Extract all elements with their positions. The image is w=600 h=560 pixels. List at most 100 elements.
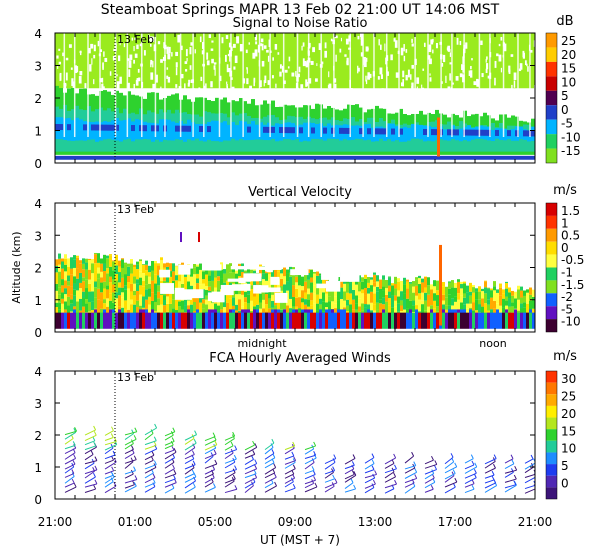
snr-noise-speck — [369, 73, 372, 78]
snr-blue — [143, 125, 147, 132]
snr-noise-speck — [505, 90, 509, 99]
plot-frame — [54, 370, 536, 500]
vv-cell — [355, 284, 358, 296]
vv-cell — [217, 276, 220, 281]
vv-cell — [88, 302, 91, 312]
vv-cell — [403, 309, 406, 315]
snr-noise-speck — [79, 50, 82, 54]
snr-ground-echo — [55, 155, 535, 160]
vv-low-cell — [403, 312, 406, 329]
vv-cell — [85, 262, 88, 270]
wind-barb — [64, 457, 76, 465]
vv-cell — [418, 293, 421, 300]
vv-low-cell — [505, 312, 508, 329]
colorbar-label: -0.5 — [561, 253, 584, 267]
wind-barb — [84, 445, 96, 451]
vv-cell — [139, 277, 142, 286]
vv-cell — [208, 275, 211, 282]
vv-cell — [346, 292, 349, 300]
vv-cell — [103, 288, 106, 300]
vv-cell — [418, 275, 421, 279]
snr-blue — [291, 127, 295, 134]
vv-cell — [145, 264, 148, 271]
vv-cell — [493, 281, 496, 287]
vv-cell — [316, 283, 319, 295]
snr-blue — [199, 125, 203, 132]
wind-barb — [244, 477, 257, 484]
wind-barb-flag — [530, 454, 534, 460]
snr-noise-speck — [56, 55, 59, 59]
vv-cell — [448, 282, 451, 289]
vv-cell — [142, 264, 145, 265]
snr-noise-speck — [232, 43, 236, 48]
snr-noise-speck — [377, 76, 380, 80]
wind-barb — [124, 478, 138, 484]
vv-cell — [70, 268, 73, 275]
snr-noise-speck — [272, 57, 274, 61]
wind-barb — [124, 459, 137, 464]
snr-noise-speck — [190, 42, 193, 46]
vv-cell — [421, 278, 424, 283]
snr-noise-speck — [485, 63, 489, 70]
vv-cell — [172, 271, 175, 281]
snr-noise-speck — [180, 45, 183, 51]
colorbar-label: 15 — [561, 424, 576, 438]
vv-gap — [243, 273, 262, 282]
vv-gap — [259, 285, 269, 293]
vv-cell — [61, 298, 64, 304]
vv-cell — [136, 306, 139, 317]
snr-noise-speck — [228, 42, 232, 48]
snr-data-gap — [463, 33, 465, 137]
vv-cell — [448, 288, 451, 295]
snr-cyan — [243, 121, 247, 141]
snr-noise-speck — [210, 48, 214, 51]
wind-barb — [364, 473, 377, 479]
snr-cyan — [95, 121, 99, 142]
vv-cell — [190, 304, 193, 317]
vv-low-cell — [268, 312, 271, 329]
snr-noise-speck — [198, 87, 201, 90]
snr-noise-speck — [380, 44, 382, 50]
vv-cell — [115, 280, 118, 293]
vv-cell — [433, 300, 436, 309]
wind-barb-flag — [251, 455, 254, 460]
vv-cell — [268, 308, 271, 314]
vv-cell — [112, 261, 115, 271]
vv-low-cell — [481, 312, 484, 329]
vv-cell — [112, 302, 115, 314]
snr-noise-speck — [411, 43, 414, 47]
wind-barb — [264, 482, 274, 489]
snr-data-gap — [440, 33, 442, 137]
vv-cell — [520, 303, 523, 309]
snr-blue — [527, 130, 531, 137]
wind-barb-flag — [232, 431, 236, 437]
vv-cell — [514, 298, 517, 309]
snr-noise-speck — [321, 61, 324, 65]
wind-barb — [364, 483, 376, 489]
colorbar-swatch — [546, 394, 557, 406]
vv-cell — [196, 273, 199, 279]
vv-cell — [121, 259, 124, 268]
vv-cell — [388, 276, 391, 278]
wind-barb — [264, 485, 277, 493]
wind-barb — [324, 470, 335, 475]
vv-cell — [298, 297, 301, 309]
vv-cell — [121, 297, 124, 308]
vv-cell — [418, 278, 421, 285]
snr-noise-speck — [432, 38, 434, 43]
wind-barb-flag — [132, 480, 135, 485]
snr-noise-speck — [138, 77, 141, 82]
vv-low-cell — [430, 312, 433, 329]
vv-cell — [307, 306, 310, 313]
vv-cell — [124, 285, 127, 290]
vv-low-cell — [340, 312, 343, 329]
snr-noise-speck — [131, 37, 134, 41]
vv-cell — [82, 291, 85, 299]
snr-noise-speck — [225, 54, 227, 62]
snr-data-gap — [258, 33, 261, 137]
vv-cell — [97, 262, 100, 268]
vv-cell — [166, 296, 169, 304]
snr-noise-speck — [151, 36, 155, 42]
colorbar-swatch — [546, 254, 557, 268]
vv-cell — [481, 306, 484, 316]
